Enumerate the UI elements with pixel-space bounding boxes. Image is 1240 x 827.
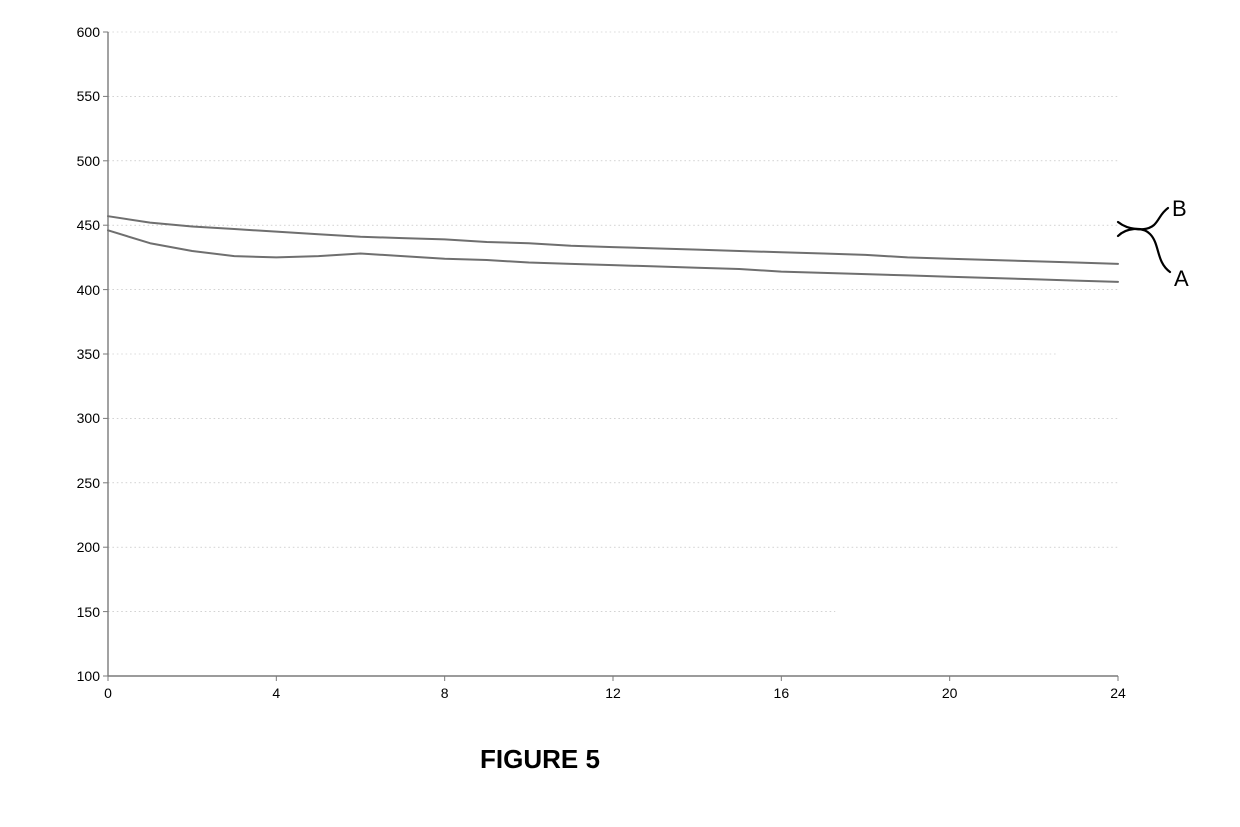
annotation-connector-curve-to-A [1118, 229, 1170, 272]
annotation-connector-curve-to-B [1118, 208, 1168, 229]
page: 100150200250300350400450500550600 048121… [0, 0, 1240, 827]
figure-caption: FIGURE 5 [480, 744, 600, 775]
annotation-connectors [0, 0, 1240, 827]
